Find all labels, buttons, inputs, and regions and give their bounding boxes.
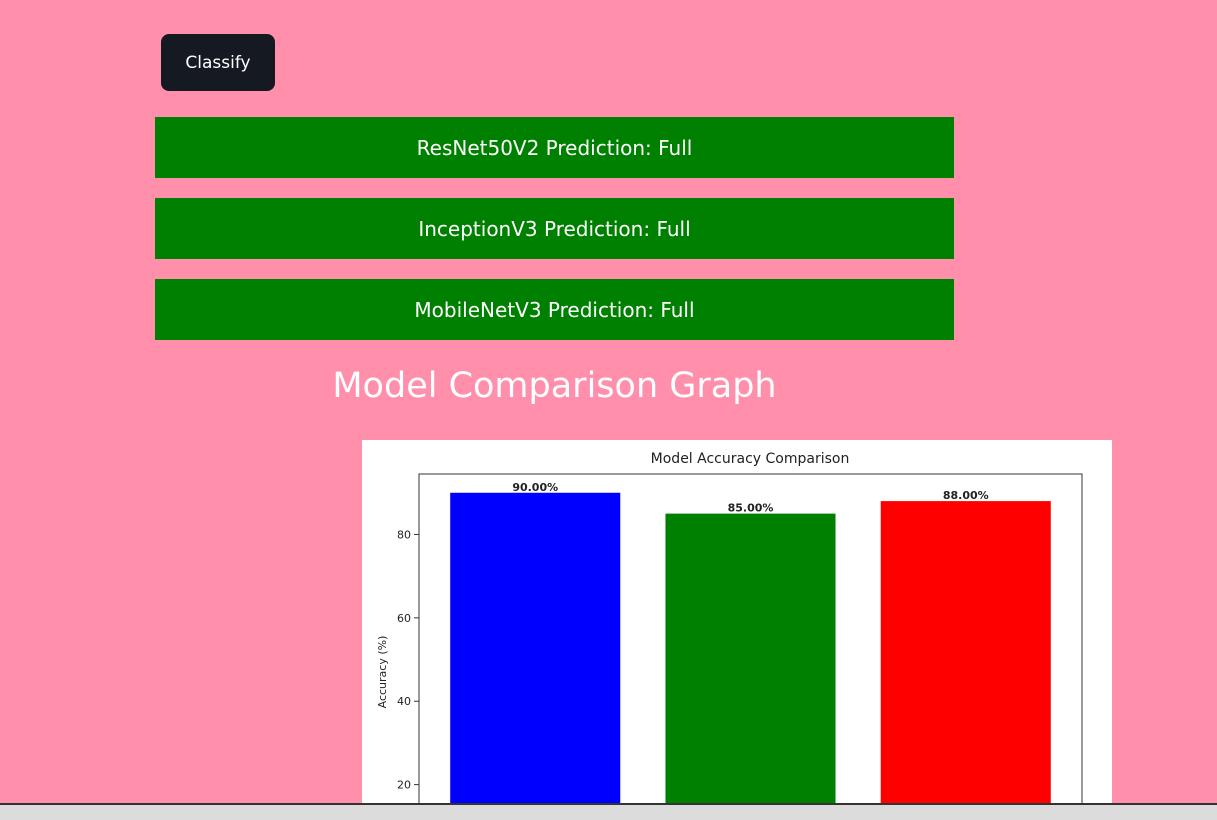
- browser-bar: [0, 803, 1217, 820]
- bar: [450, 492, 621, 803]
- value-label: 88.00%: [943, 489, 989, 502]
- value-label: 90.00%: [512, 481, 558, 494]
- classify-button[interactable]: Classify: [161, 34, 275, 91]
- y-tick-label: 80: [397, 528, 411, 541]
- y-axis-label: Accuracy (%): [376, 636, 389, 709]
- chart-title: Model Accuracy Comparison: [651, 451, 850, 467]
- y-tick-label: 40: [397, 695, 411, 708]
- y-tick-label: 20: [397, 779, 411, 792]
- value-label: 85.00%: [728, 502, 774, 515]
- prediction: MobileNetV3 Prediction: Full: [155, 279, 954, 340]
- chart: Model Accuracy Comparison Accuracy (%) 2…: [376, 451, 1083, 803]
- section-title: Model Comparison Graph: [332, 366, 777, 406]
- prediction: InceptionV3 Prediction: Full: [155, 198, 954, 259]
- bar: [880, 501, 1051, 803]
- chart-image: Model Accuracy Comparison Accuracy (%) 2…: [362, 440, 1112, 803]
- plot-frame: [418, 473, 1083, 803]
- prediction: ResNet50V2 Prediction: Full: [155, 117, 954, 178]
- y-tick-label: 60: [397, 612, 411, 625]
- bar: [665, 513, 836, 803]
